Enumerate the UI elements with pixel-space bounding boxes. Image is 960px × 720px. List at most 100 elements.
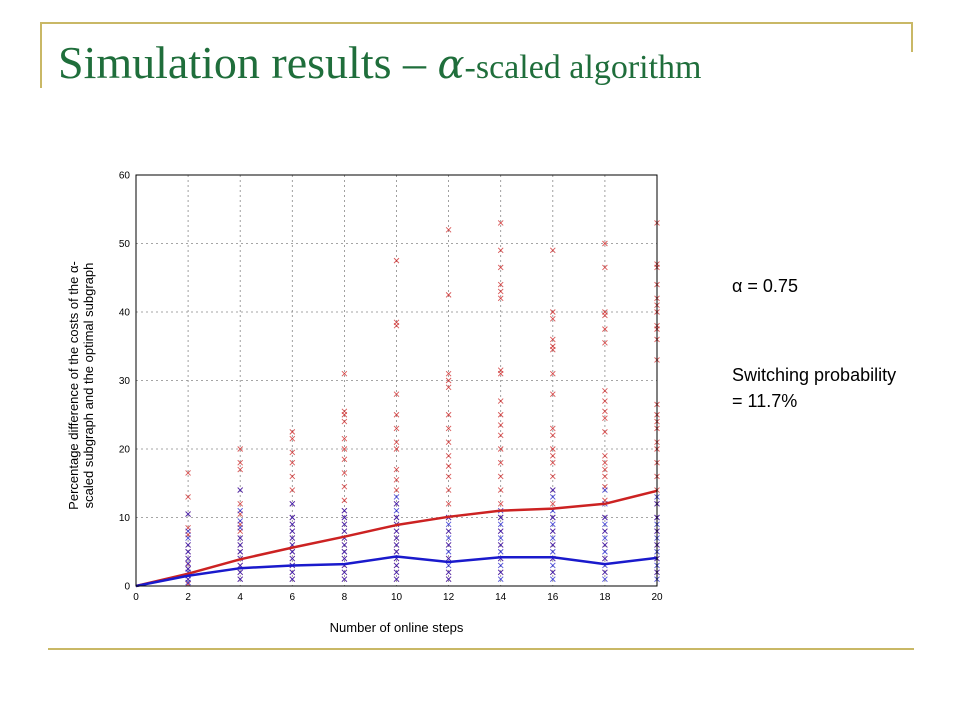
scatter-point-stroke bbox=[602, 528, 608, 535]
chart-frame bbox=[135, 174, 658, 587]
scatter-point bbox=[341, 418, 348, 425]
x-tick-label: 8 bbox=[342, 592, 348, 603]
scatter-point bbox=[549, 309, 556, 315]
y-tick-label: 60 bbox=[119, 171, 131, 182]
scatter-point bbox=[341, 456, 348, 463]
scatter-point-stroke bbox=[602, 514, 608, 521]
scatter-point bbox=[497, 281, 504, 288]
scatter-point bbox=[289, 528, 296, 535]
y-axis-label-line-2: scaled subgraph and the optimal subgraph bbox=[81, 263, 96, 509]
scatter-point-stroke bbox=[445, 411, 452, 418]
scatter-point-stroke bbox=[341, 542, 348, 548]
scatter-point bbox=[185, 560, 191, 567]
scatter-point bbox=[393, 487, 400, 493]
scatter-point-stroke bbox=[341, 555, 348, 562]
scatter-point bbox=[393, 439, 400, 445]
scatter-point-stroke bbox=[549, 528, 556, 535]
scatter-point bbox=[289, 449, 296, 456]
scatter-point-stroke bbox=[445, 370, 452, 377]
scatter-point-stroke bbox=[289, 548, 296, 555]
scatter-point-stroke bbox=[549, 494, 556, 500]
scatter-point-stroke bbox=[549, 562, 556, 569]
scatter-point bbox=[445, 377, 452, 384]
scatter-point-stroke bbox=[445, 528, 452, 535]
scatter-point bbox=[602, 535, 608, 541]
scatter-point bbox=[237, 548, 244, 555]
scatter-point-stroke bbox=[549, 521, 556, 528]
scatter-point-stroke bbox=[549, 346, 556, 353]
scatter-point bbox=[497, 247, 504, 254]
scatter-point-stroke bbox=[393, 528, 400, 535]
scatter-point-stroke bbox=[289, 576, 296, 582]
scatter-point-stroke bbox=[289, 429, 296, 435]
scatter-point bbox=[549, 425, 556, 432]
scatter-point bbox=[445, 453, 452, 459]
scatter-point bbox=[341, 514, 348, 521]
scatter-point bbox=[393, 514, 400, 521]
scatter-point bbox=[393, 494, 400, 500]
scatter-point bbox=[497, 370, 504, 377]
title-prefix: Simulation results – bbox=[58, 37, 438, 88]
scatter-point bbox=[445, 384, 452, 391]
scatter-point bbox=[393, 322, 400, 329]
scatter-point bbox=[602, 528, 608, 535]
scatter-point-stroke bbox=[549, 569, 556, 576]
scatter-point bbox=[289, 429, 296, 435]
scatter-point bbox=[602, 576, 608, 582]
scatter-point-stroke bbox=[497, 487, 504, 493]
scatter-point-stroke bbox=[341, 569, 348, 576]
scatter-point bbox=[237, 446, 244, 452]
scatter-point bbox=[445, 535, 452, 541]
scatter-point bbox=[289, 548, 296, 555]
scatter-point-stroke bbox=[497, 220, 504, 226]
scatter-point bbox=[289, 569, 296, 576]
scatter-point bbox=[497, 542, 504, 548]
scatter-point bbox=[549, 521, 556, 528]
scatter-point bbox=[393, 391, 400, 398]
scatter-point bbox=[497, 473, 504, 480]
scatter-point bbox=[445, 528, 452, 535]
scatter-point-stroke bbox=[237, 535, 244, 541]
scatter-point bbox=[237, 487, 244, 493]
scatter-point-stroke bbox=[393, 411, 400, 418]
scatter-point-stroke bbox=[393, 439, 400, 445]
scatter-point-stroke bbox=[237, 562, 244, 569]
chart-grid bbox=[136, 175, 657, 586]
scatter-point-stroke bbox=[237, 548, 244, 555]
scatter-point-stroke bbox=[549, 247, 556, 254]
scatter-point bbox=[445, 463, 452, 469]
y-tick-label: 30 bbox=[119, 376, 131, 387]
top-rule bbox=[40, 22, 913, 24]
scatter-point-stroke bbox=[497, 473, 504, 480]
scatter-point-stroke bbox=[237, 500, 244, 507]
scatter-point-stroke bbox=[497, 411, 504, 418]
scatter-point-stroke bbox=[289, 528, 296, 535]
scatter-point-stroke bbox=[185, 494, 191, 500]
scatter-point bbox=[393, 257, 400, 264]
scatter-point bbox=[445, 576, 452, 582]
scatter-point bbox=[549, 316, 556, 322]
scatter-point-stroke bbox=[445, 542, 452, 548]
scatter-point bbox=[341, 435, 348, 442]
scatter-point-stroke bbox=[237, 446, 244, 452]
scatter-point-stroke bbox=[602, 569, 608, 576]
scatter-point bbox=[602, 569, 608, 576]
scatter-point bbox=[237, 459, 244, 466]
scatter-point bbox=[602, 487, 608, 493]
scatter-point-stroke bbox=[602, 466, 608, 473]
scatter-point-stroke bbox=[237, 576, 244, 582]
scatter-point-stroke bbox=[497, 432, 504, 439]
scatter-point-stroke bbox=[445, 576, 452, 582]
scatter-point-stroke bbox=[497, 370, 504, 377]
scatter-point-stroke bbox=[237, 569, 244, 576]
scatter-point bbox=[289, 555, 296, 562]
scatter-point-stroke bbox=[602, 459, 608, 466]
scatter-point-stroke bbox=[185, 561, 191, 567]
scatter-point-stroke bbox=[497, 535, 504, 541]
scatter-point-stroke bbox=[445, 487, 452, 493]
scatter-point bbox=[549, 514, 556, 521]
title-alpha-symbol: α bbox=[437, 42, 465, 88]
scatter-point bbox=[289, 521, 296, 528]
scatter-point bbox=[393, 542, 400, 548]
scatter-point-stroke bbox=[497, 247, 504, 254]
